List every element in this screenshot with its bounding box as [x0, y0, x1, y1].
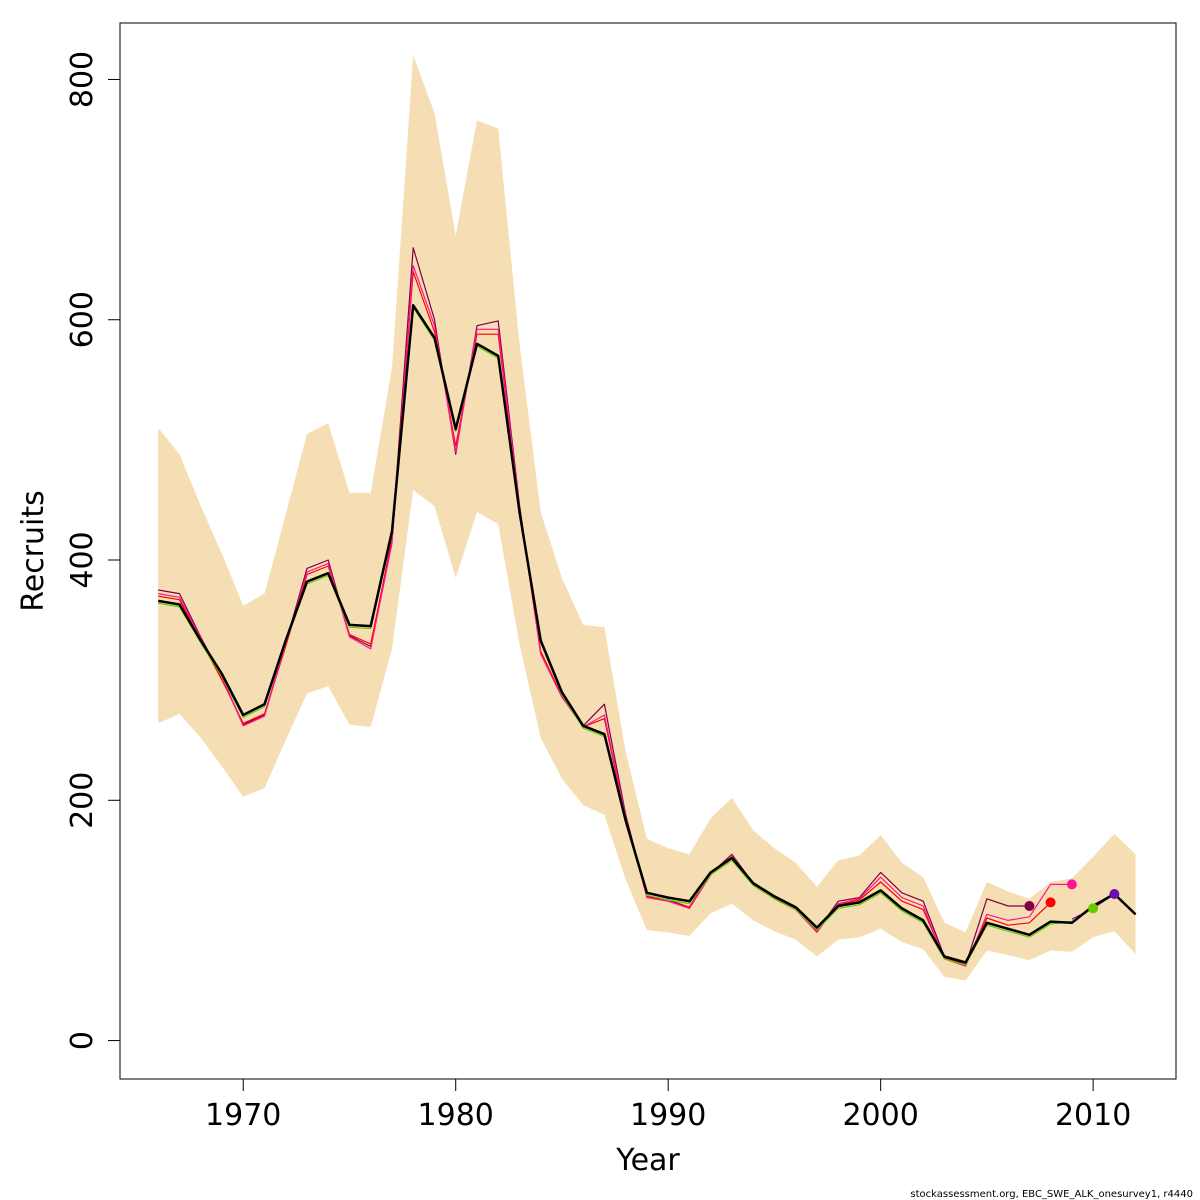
y-axis-title: Recruits [16, 490, 51, 612]
series-end-point-4 [1088, 903, 1099, 914]
points-layer [1024, 879, 1120, 914]
x-tick-label-1990: 1990 [630, 1098, 706, 1133]
x-axis: 1970 1980 1990 2000 2010 [205, 1078, 1131, 1133]
x-tick-label-1980: 1980 [418, 1098, 494, 1133]
y-tick-label-800: 800 [65, 51, 100, 108]
series-line-5 [158, 247, 1030, 966]
x-tick-label-1970: 1970 [205, 1098, 281, 1133]
series-layer [157, 247, 1137, 967]
confidence-band [158, 55, 1136, 981]
series-end-point-1 [1024, 901, 1035, 911]
series-end-point-2 [1045, 897, 1056, 908]
y-tick-label-200: 200 [65, 772, 100, 829]
y-tick-label-600: 600 [65, 291, 100, 348]
series-line-3 [158, 265, 1072, 967]
y-tick-label-0: 0 [65, 1031, 100, 1050]
confidence-band-layer [158, 55, 1136, 981]
series-line-4 [158, 271, 1052, 966]
series-end-point-3 [1066, 879, 1077, 890]
series-line-1 [157, 304, 1137, 964]
series-end-point-5 [1109, 889, 1120, 899]
footer-credit: stockassessment.org, EBC_SWE_ALK_onesurv… [910, 1189, 1193, 1200]
x-tick-label-2010: 2010 [1055, 1098, 1131, 1133]
x-tick-label-2000: 2000 [842, 1098, 918, 1133]
y-tick-label-400: 400 [65, 531, 100, 588]
x-axis-title: Year [615, 1143, 680, 1178]
y-axis: 0 200 400 600 800 [65, 51, 121, 1050]
